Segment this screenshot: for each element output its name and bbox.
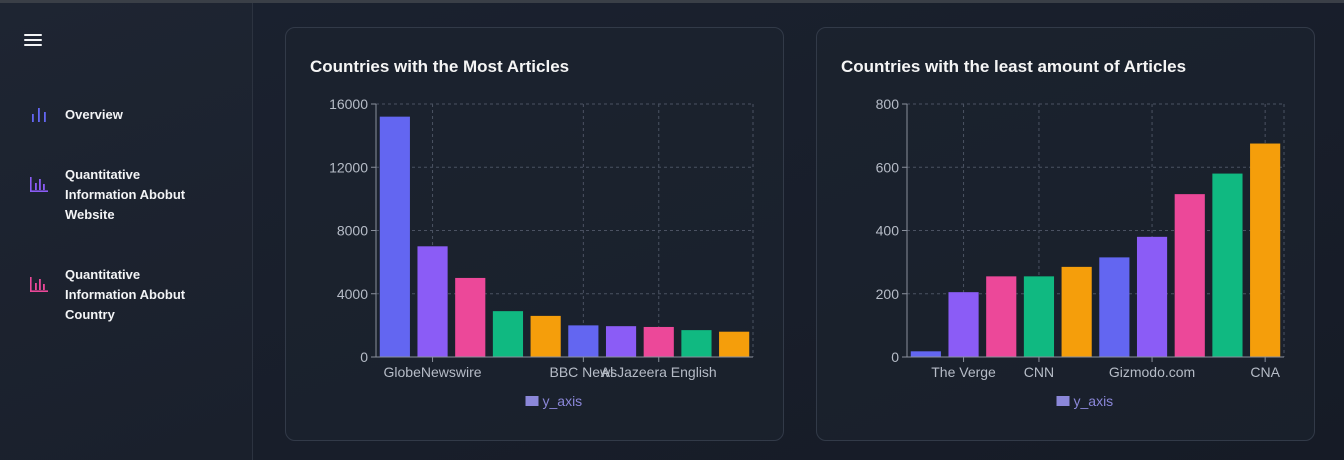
nav-label-line: Information Abobut xyxy=(65,287,186,302)
nav-item-label: Quantitative Information Abobut Country xyxy=(65,265,215,325)
nav-item-label: Overview xyxy=(65,107,123,122)
bar[interactable] xyxy=(455,277,486,357)
y-tick-label: 16000 xyxy=(329,96,368,112)
bar[interactable] xyxy=(1212,173,1243,357)
y-tick-label: 600 xyxy=(876,159,900,175)
bar[interactable] xyxy=(1136,236,1168,357)
x-tick-label: Al Jazeera English xyxy=(601,364,717,380)
nav-label-line: Information Abobut xyxy=(65,187,186,202)
bar[interactable] xyxy=(910,351,941,357)
bar-chart-most-articles: 0 4000 8000 12000 16000 GlobeNewswire BBC News… xyxy=(329,96,754,409)
y-tick-label: 200 xyxy=(876,286,900,302)
sidebar: Overview Quantitative Information Abobut… xyxy=(0,3,253,460)
bar-chart-icon xyxy=(32,108,46,122)
y-tick-label: 0 xyxy=(891,349,899,365)
nav-item-website-info[interactable]: Quantitative Information Abobut Website xyxy=(28,165,215,225)
nav-label-line: Quantitative xyxy=(65,267,141,282)
bar[interactable] xyxy=(1061,266,1092,357)
chart-card-most-articles: Countries with the Most Articles 0 4000 80… xyxy=(285,27,784,441)
legend-label[interactable]: y_axis xyxy=(1074,393,1114,409)
y-tick-label: 800 xyxy=(876,96,900,112)
bar[interactable] xyxy=(1250,143,1281,357)
x-tick-label: CNN xyxy=(1024,364,1054,380)
y-tick-label: 4000 xyxy=(337,286,368,302)
legend-swatch[interactable] xyxy=(1056,396,1070,406)
nav-label-line: Country xyxy=(65,307,115,322)
nav-label-line: Website xyxy=(65,207,115,222)
y-tick-label: 8000 xyxy=(337,223,368,239)
bar[interactable] xyxy=(492,311,524,357)
bar[interactable] xyxy=(379,116,410,358)
bar-chart-icon xyxy=(30,177,48,192)
bar[interactable] xyxy=(681,330,712,357)
bar[interactable] xyxy=(530,315,561,357)
chart-card-least-articles: Countries with the least amount of Artic… xyxy=(816,27,1315,441)
nav-item-label: Quantitative Information Abobut Website xyxy=(65,165,215,225)
x-tick-label: The Verge xyxy=(931,364,996,380)
bar-chart-least-articles: 0 200 400 600 800 The Verge CNN Gizmodo.com CNA y… xyxy=(876,96,1285,409)
y-tick-label: 12000 xyxy=(329,159,368,175)
bar[interactable] xyxy=(719,331,750,357)
y-tick-label: 0 xyxy=(360,349,368,365)
legend-swatch[interactable] xyxy=(525,396,539,406)
bar-chart-icon xyxy=(30,277,48,292)
bar[interactable] xyxy=(948,292,979,357)
nav-label-line: Quantitative xyxy=(65,167,141,182)
legend-label[interactable]: y_axis xyxy=(543,393,583,409)
bar[interactable] xyxy=(1023,276,1055,357)
bar[interactable] xyxy=(986,276,1017,357)
x-tick-label: Gizmodo.com xyxy=(1109,364,1195,380)
hamburger-menu-icon[interactable] xyxy=(24,32,42,48)
nav-item-country-info[interactable]: Quantitative Information Abobut Country xyxy=(28,265,215,325)
main-content: Countries with the Most Articles 0 4000 80… xyxy=(253,3,1344,460)
nav-item-overview[interactable]: Overview xyxy=(28,105,215,125)
x-tick-label: CNA xyxy=(1250,364,1280,380)
y-tick-label: 400 xyxy=(876,223,900,239)
bar[interactable] xyxy=(1174,194,1205,357)
bar[interactable] xyxy=(568,325,599,357)
bar[interactable] xyxy=(1099,257,1130,357)
x-tick-label: BBC News xyxy=(550,364,618,380)
top-border xyxy=(0,0,1344,3)
bar[interactable] xyxy=(643,326,674,357)
chart-title: Countries with the Most Articles xyxy=(310,57,570,76)
chart-title: Countries with the least amount of Artic… xyxy=(841,57,1187,76)
bar[interactable] xyxy=(605,326,637,357)
bar[interactable] xyxy=(417,246,448,357)
x-tick-label: GlobeNewswire xyxy=(384,364,482,380)
